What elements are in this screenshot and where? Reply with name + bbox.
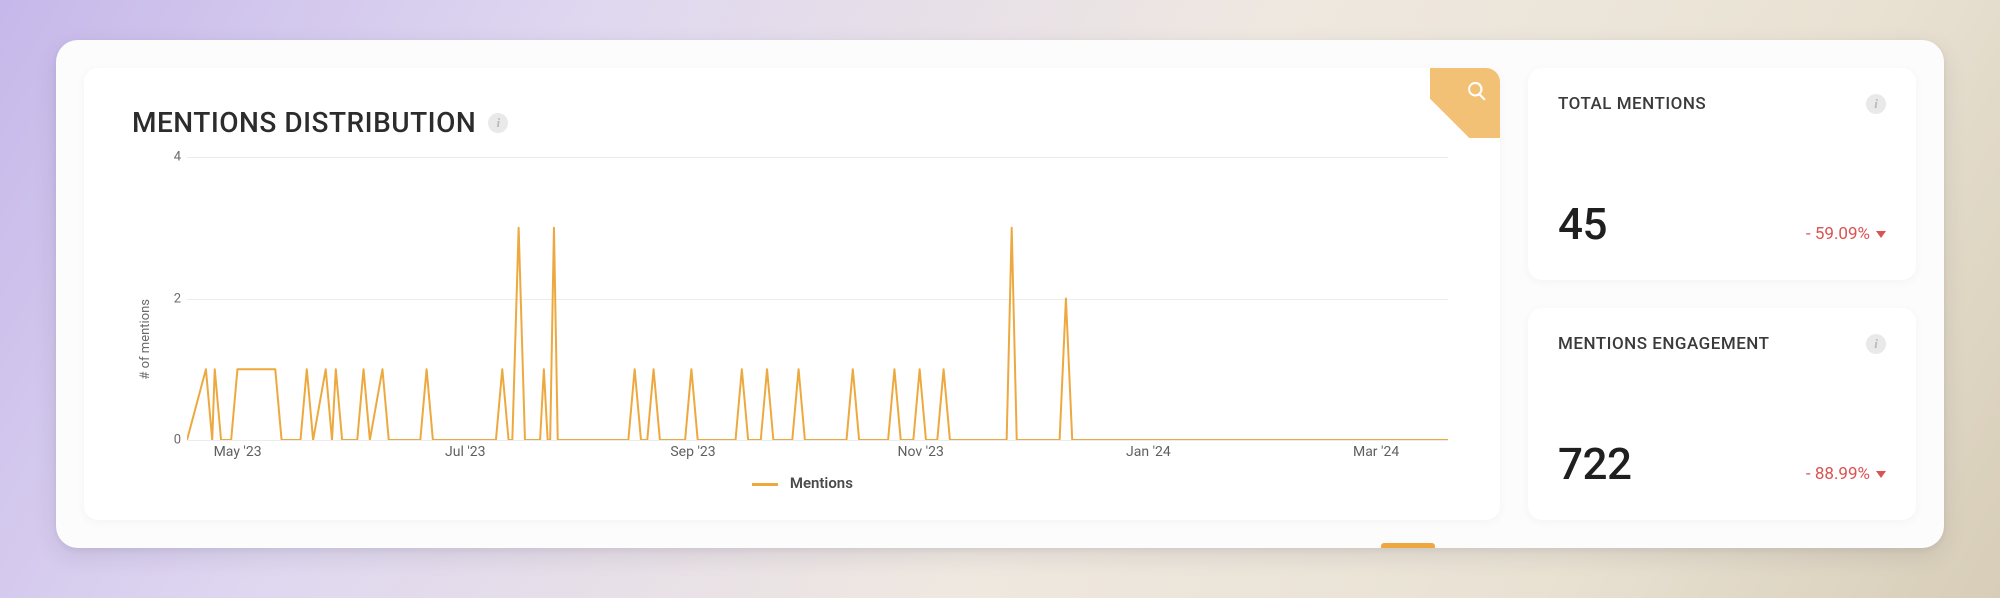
bottom-accent-bar xyxy=(1381,543,1435,548)
series-svg xyxy=(187,157,1448,440)
caret-down-icon xyxy=(1876,231,1886,238)
chart-title: MENTIONS DISTRIBUTION xyxy=(132,106,476,139)
x-tick-label: Jul '23 xyxy=(445,444,486,460)
y-tick-label: 2 xyxy=(153,291,181,306)
y-axis-label: # of mentions xyxy=(132,269,153,380)
x-tick-label: Jan '24 xyxy=(1126,444,1171,460)
search-icon xyxy=(1466,80,1488,102)
stat-delta: - 88.99% xyxy=(1806,464,1886,484)
stat-title: TOTAL MENTIONS xyxy=(1558,94,1706,114)
stats-column: TOTAL MENTIONS i 45 - 59.09% MENTIONS EN… xyxy=(1528,68,1916,520)
legend-label: Mentions xyxy=(790,474,853,492)
stat-value: 45 xyxy=(1558,198,1607,250)
plot-wrap: 024 May '23Jul '23Sep '23Nov '23Jan '24M… xyxy=(153,157,1452,492)
x-tick-label: Mar '24 xyxy=(1353,444,1399,460)
x-axis-labels: May '23 Jul '23 Sep '23 Nov '23 Jan '24 Mar '… xyxy=(187,440,1452,466)
info-icon[interactable]: i xyxy=(1866,94,1886,114)
info-icon[interactable]: i xyxy=(488,113,508,133)
stat-title: MENTIONS ENGAGEMENT xyxy=(1558,334,1770,354)
chart-legend: Mentions xyxy=(153,474,1452,492)
stat-card-total-mentions: TOTAL MENTIONS i 45 - 59.09% xyxy=(1528,68,1916,280)
delta-text: - 59.09% xyxy=(1806,224,1870,244)
panel-search-corner[interactable] xyxy=(1430,68,1500,138)
series-line xyxy=(187,228,1448,440)
chart-body: # of mentions 024 May '23 Jul '23 Sep '23 N… xyxy=(132,157,1452,492)
x-tick-label: May '23 xyxy=(214,444,262,460)
stat-header: MENTIONS ENGAGEMENT i xyxy=(1558,334,1886,354)
chart-panel: MENTIONS DISTRIBUTION i # of mentions 02… xyxy=(84,68,1500,520)
info-icon[interactable]: i xyxy=(1866,334,1886,354)
stat-header: TOTAL MENTIONS i xyxy=(1558,94,1886,114)
stat-value: 722 xyxy=(1558,438,1632,490)
caret-down-icon xyxy=(1876,471,1886,478)
y-tick-label: 4 xyxy=(153,150,181,165)
stat-delta: - 59.09% xyxy=(1806,224,1886,244)
y-tick-label: 0 xyxy=(153,433,181,448)
stat-card-mentions-engagement: MENTIONS ENGAGEMENT i 722 - 88.99% xyxy=(1528,308,1916,520)
dashboard-card: MENTIONS DISTRIBUTION i # of mentions 02… xyxy=(56,40,1944,548)
stat-value-row: 45 - 59.09% xyxy=(1558,198,1886,250)
chart-title-row: MENTIONS DISTRIBUTION i xyxy=(132,106,1452,139)
stat-value-row: 722 - 88.99% xyxy=(1558,438,1886,490)
plot-area: 024 xyxy=(153,157,1452,440)
delta-text: - 88.99% xyxy=(1806,464,1870,484)
legend-swatch xyxy=(752,483,778,486)
x-tick-label: Nov '23 xyxy=(898,444,944,460)
x-tick-label: Sep '23 xyxy=(670,444,715,460)
